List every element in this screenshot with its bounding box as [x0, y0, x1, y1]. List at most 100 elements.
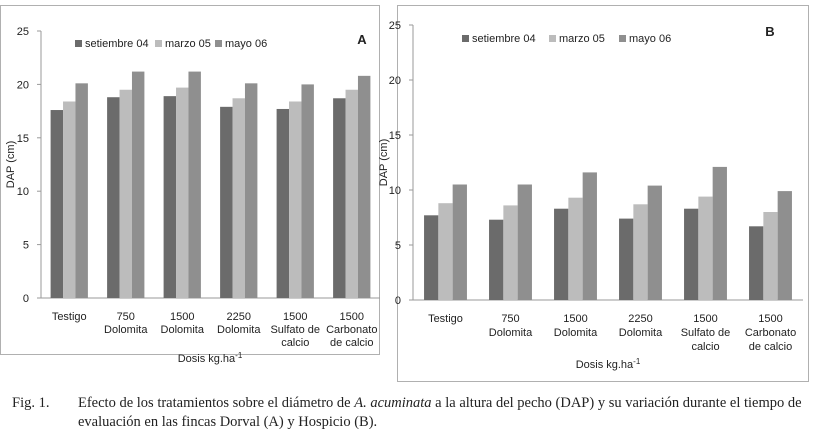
chart-a-y-tick-label: 0 [23, 293, 29, 305]
chart-b-x-tick-label: Sulfato de [681, 327, 731, 339]
chart-b-bar [698, 196, 713, 300]
chart-a-legend-swatch [75, 40, 82, 47]
chart-a-bar [345, 89, 358, 299]
chart-a-x-tick-label: 750 [117, 311, 135, 323]
chart-a-bar [107, 97, 120, 298]
chart-b-bar [517, 184, 532, 300]
chart-a-x-tick-label: Testigo [52, 311, 87, 323]
chart-a-x-tick-label: calcio [281, 337, 309, 349]
chart-a-bar [289, 101, 302, 298]
chart-a-x-tick-label: Dolomita [217, 324, 261, 336]
chart-a-x-tick-label: de calcio [330, 337, 373, 349]
chart-b-x-tick-label: Testigo [428, 313, 463, 325]
chart-a-bar [176, 87, 189, 298]
chart-b-x-tick-label: 750 [501, 313, 519, 325]
chart-b-legend-label: mayo 06 [629, 33, 671, 45]
chart-b-bar [633, 204, 648, 300]
chart-b-x-tick-label: Carbonato [745, 327, 796, 339]
chart-b-legend-swatch [619, 35, 626, 42]
chart-a-bar [276, 108, 290, 299]
chart-b-bar [424, 215, 439, 300]
chart-b-panel-label: B [765, 24, 774, 39]
chart-a-frame [0, 5, 380, 355]
chart-b-legend-swatch [462, 35, 469, 42]
chart-b-bar [749, 226, 764, 300]
chart-a-bar [163, 96, 177, 298]
chart-a-x-tick-label: Carbonato [326, 324, 377, 336]
chart-a-legend-label: marzo 05 [165, 38, 211, 50]
chart-b-y-tick-label: 5 [395, 240, 401, 252]
caption-number: Fig. 1. [12, 395, 50, 411]
chart-a-bar [131, 71, 145, 298]
chart-a-legend-swatch [155, 40, 162, 47]
chart-a-bar [50, 110, 64, 298]
chart-b-x-tick-label: Dolomita [619, 327, 663, 339]
chart-a-x-tick-label: 2250 [227, 311, 251, 323]
chart-b-y-tick-label: 15 [389, 130, 401, 142]
caption-text-pre: Efecto de los tratamientos sobre el diám… [78, 395, 355, 411]
chart-b-x-tick-label: de calcio [749, 341, 792, 353]
chart-b-x-tick-label: calcio [691, 341, 719, 353]
chart-a-legend-label: setiembre 04 [85, 38, 149, 50]
chart-b-bar [763, 212, 778, 300]
chart-a-bar [220, 106, 233, 298]
chart-b-bar [554, 208, 569, 300]
chart-a-bar [119, 89, 132, 299]
chart-a-x-tick-label: 1500 [283, 311, 307, 323]
chart-a-bar [301, 84, 314, 299]
chart-b-x-tick-label: Dolomita [489, 327, 533, 339]
chart-a-bar [63, 101, 76, 298]
chart-b-legend-swatch [549, 35, 556, 42]
chart-b-y-tick-label: 20 [389, 75, 401, 87]
caption-text: Efecto de los tratamientos sobre el diám… [78, 394, 806, 432]
chart-b-bar [438, 203, 453, 300]
chart-a-legend-swatch [215, 40, 222, 47]
chart-b-bar [489, 219, 504, 300]
chart-b-bar [568, 197, 583, 300]
caption-text-post: a la altura del pecho (DAP) y su variaci… [78, 395, 802, 430]
chart-a-y-axis-label: DAP (cm) [5, 141, 17, 188]
chart-a-bar [333, 98, 346, 298]
chart-a-x-tick-label: Dolomita [104, 324, 148, 336]
chart-a-legend-label: mayo 06 [225, 38, 267, 50]
chart-b-y-axis-label: DAP (cm) [378, 139, 390, 186]
chart-b-bar [684, 208, 699, 300]
chart-a-y-tick-label: 25 [17, 26, 29, 38]
chart-a-bar [75, 83, 88, 298]
chart-b-y-tick-label: 0 [395, 295, 401, 307]
chart-b-bar [712, 166, 727, 300]
chart-b-x-tick-label: 1500 [693, 313, 717, 325]
chart-a-bar [244, 83, 258, 298]
chart-a-y-tick-label: 5 [23, 240, 29, 252]
chart-b-x-tick-label: 1500 [563, 313, 587, 325]
chart-b-bar [452, 184, 467, 300]
chart-a-y-tick-label: 20 [17, 79, 29, 91]
chart-b-x-tick-label: 2250 [628, 313, 652, 325]
chart-b-bar [582, 172, 597, 300]
chart-a-bar [232, 98, 245, 298]
chart-a-x-tick-label: 1500 [170, 311, 194, 323]
chart-b-bar [619, 218, 634, 300]
chart-b-bar [777, 191, 792, 300]
chart-b-x-axis-label: Dosis kg.ha-1 [576, 357, 641, 371]
chart-b-x-tick-label: Dolomita [554, 327, 598, 339]
chart-a-x-tick-label: Dolomita [161, 324, 205, 336]
caption-species: A. acuminata [354, 395, 432, 411]
chart-a-x-tick-label: Sulfato de [270, 324, 320, 336]
chart-b-y-tick-label: 25 [389, 20, 401, 32]
chart-b-bar [647, 185, 662, 300]
chart-b-bar [503, 205, 518, 300]
chart-b-legend-label: setiembre 04 [472, 33, 536, 45]
chart-a-bar [357, 75, 371, 298]
chart-b-x-tick-label: 1500 [758, 313, 782, 325]
chart-b-y-tick-label: 10 [389, 185, 401, 197]
chart-a-x-axis-label: Dosis kg.ha-1 [178, 351, 243, 365]
chart-a-panel-label: A [357, 32, 367, 47]
chart-a-y-tick-label: 10 [17, 186, 29, 198]
chart-a-y-tick-label: 15 [17, 133, 29, 145]
chart-a-x-tick-label: 1500 [340, 311, 364, 323]
chart-b-frame [397, 5, 809, 382]
chart-b-legend-label: marzo 05 [559, 33, 605, 45]
chart-a-bar [188, 71, 201, 298]
